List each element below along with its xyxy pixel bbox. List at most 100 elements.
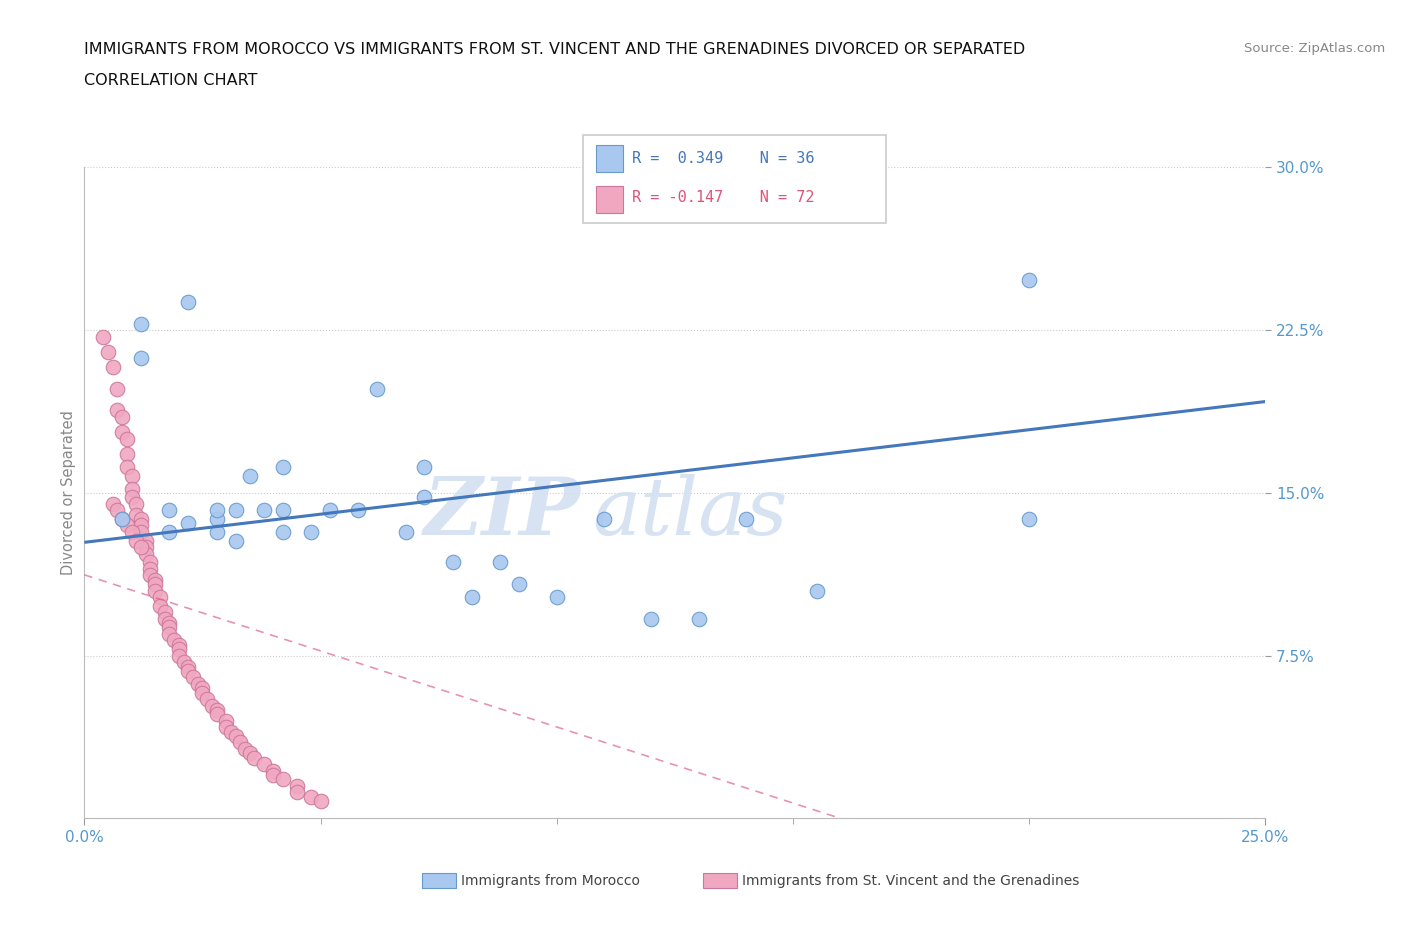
Point: [508, 577, 530, 591]
Point: [181, 670, 204, 684]
Point: [157, 620, 180, 635]
Point: [262, 764, 284, 778]
Text: Source: ZipAtlas.com: Source: ZipAtlas.com: [1244, 42, 1385, 55]
Point: [139, 562, 162, 577]
Text: ZIP: ZIP: [423, 473, 581, 551]
Point: [143, 572, 166, 587]
Text: R =  0.349    N = 36: R = 0.349 N = 36: [631, 151, 814, 166]
Point: [366, 381, 388, 396]
Point: [115, 446, 138, 461]
Point: [167, 637, 190, 652]
Point: [285, 785, 308, 800]
Point: [191, 685, 214, 700]
Point: [205, 512, 228, 526]
Point: [111, 425, 134, 440]
Point: [157, 627, 180, 642]
Point: [239, 468, 262, 483]
Text: Immigrants from Morocco: Immigrants from Morocco: [461, 873, 640, 888]
Point: [129, 518, 152, 533]
Point: [413, 490, 436, 505]
Point: [129, 316, 152, 331]
Point: [91, 329, 114, 344]
Point: [149, 598, 172, 613]
Point: [115, 518, 138, 533]
Point: [97, 344, 120, 359]
Text: CORRELATION CHART: CORRELATION CHART: [84, 73, 257, 87]
Point: [271, 525, 294, 539]
Bar: [596, 145, 623, 172]
Point: [121, 490, 143, 505]
Point: [111, 409, 134, 424]
Point: [153, 604, 176, 619]
Point: [121, 468, 143, 483]
Bar: [596, 186, 623, 213]
Point: [129, 512, 152, 526]
Point: [394, 525, 416, 539]
Point: [215, 720, 238, 735]
Text: atlas: atlas: [592, 473, 787, 551]
Point: [157, 525, 180, 539]
Text: R = -0.147    N = 72: R = -0.147 N = 72: [631, 190, 814, 205]
Point: [177, 516, 200, 531]
Point: [157, 503, 180, 518]
Point: [177, 663, 200, 678]
Point: [243, 751, 266, 765]
Point: [253, 503, 276, 518]
Point: [125, 497, 148, 512]
Point: [734, 512, 756, 526]
Point: [111, 512, 134, 526]
Point: [115, 432, 138, 446]
Point: [461, 590, 484, 604]
Point: [271, 459, 294, 474]
Point: [177, 659, 200, 674]
Point: [229, 735, 252, 750]
Point: [347, 503, 370, 518]
Point: [135, 533, 157, 548]
Point: [191, 681, 214, 696]
Point: [225, 533, 247, 548]
Point: [167, 648, 190, 663]
Point: [806, 583, 828, 598]
Point: [129, 525, 152, 539]
Point: [157, 616, 180, 631]
Point: [129, 351, 152, 365]
Text: IMMIGRANTS FROM MOROCCO VS IMMIGRANTS FROM ST. VINCENT AND THE GRENADINES DIVORC: IMMIGRANTS FROM MOROCCO VS IMMIGRANTS FR…: [84, 42, 1025, 57]
Point: [205, 702, 228, 717]
Point: [688, 611, 710, 626]
Point: [187, 676, 209, 691]
Point: [309, 793, 332, 808]
Point: [205, 707, 228, 722]
Point: [299, 790, 322, 804]
Point: [163, 633, 186, 648]
Point: [215, 713, 238, 728]
Point: [239, 746, 262, 761]
Point: [195, 692, 218, 707]
Point: [129, 539, 152, 554]
Point: [225, 728, 247, 743]
Point: [121, 481, 143, 496]
Point: [205, 503, 228, 518]
Point: [139, 555, 162, 570]
Point: [201, 698, 224, 713]
Point: [262, 767, 284, 782]
FancyBboxPatch shape: [583, 135, 886, 223]
Point: [177, 295, 200, 310]
Point: [173, 655, 195, 670]
Point: [413, 459, 436, 474]
Point: [121, 525, 143, 539]
Y-axis label: Divorced or Separated: Divorced or Separated: [60, 410, 76, 576]
Point: [167, 642, 190, 657]
Point: [1018, 272, 1040, 287]
Point: [219, 724, 242, 739]
Point: [135, 546, 157, 561]
Point: [125, 533, 148, 548]
Point: [101, 360, 124, 375]
Point: [593, 512, 616, 526]
Point: [285, 778, 308, 793]
Point: [253, 757, 276, 772]
Point: [101, 497, 124, 512]
Point: [107, 381, 129, 396]
Point: [111, 512, 134, 526]
Point: [115, 459, 138, 474]
Point: [107, 503, 129, 518]
